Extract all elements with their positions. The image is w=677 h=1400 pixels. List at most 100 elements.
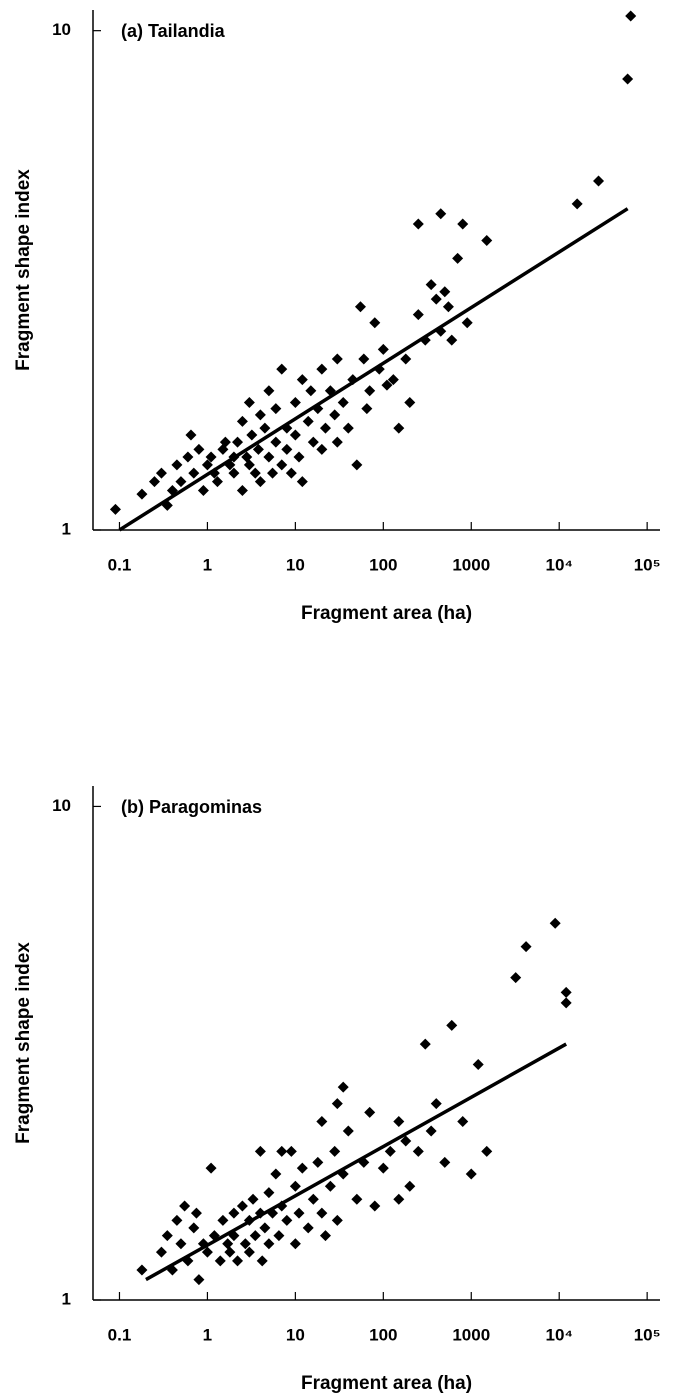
- data-point: [571, 198, 583, 210]
- data-point: [188, 467, 200, 479]
- data-point: [302, 1222, 314, 1234]
- data-point: [625, 10, 637, 22]
- data-point: [425, 279, 437, 291]
- data-point: [259, 1222, 271, 1234]
- data-point: [351, 459, 363, 471]
- x-axis-label: Fragment area (ha): [301, 603, 472, 624]
- data-point: [316, 1115, 328, 1127]
- data-point: [446, 334, 458, 346]
- data-point: [201, 1246, 213, 1258]
- y-tick-label: 1: [62, 519, 71, 538]
- data-point: [377, 343, 389, 355]
- y-axis-label: Fragment shape index: [13, 942, 34, 1144]
- data-point: [307, 1193, 319, 1205]
- data-point: [307, 436, 319, 448]
- x-tick-label: 1000: [452, 1325, 490, 1344]
- data-point: [412, 309, 424, 321]
- data-point: [393, 1193, 405, 1205]
- x-tick-label: 10: [286, 555, 305, 574]
- data-point: [319, 1230, 331, 1242]
- data-point: [296, 476, 308, 488]
- data-point: [510, 972, 522, 984]
- data-point: [358, 353, 370, 365]
- y-tick-label: 1: [62, 1289, 71, 1308]
- data-point: [263, 1187, 275, 1199]
- data-point: [171, 1214, 183, 1226]
- data-point: [364, 385, 376, 397]
- data-point: [185, 429, 197, 441]
- x-tick-label: 10⁴: [546, 1325, 573, 1344]
- data-point: [387, 374, 399, 386]
- data-point: [342, 1125, 354, 1137]
- data-point: [236, 1200, 248, 1212]
- data-point: [201, 459, 213, 471]
- y-axis-label: Fragment shape index: [13, 169, 34, 371]
- data-point: [419, 1038, 431, 1050]
- data-point: [354, 301, 366, 313]
- data-point: [247, 1193, 259, 1205]
- data-point: [175, 476, 187, 488]
- data-point: [254, 1145, 266, 1157]
- data-point: [457, 1115, 469, 1127]
- x-tick-label: 100: [369, 1325, 397, 1344]
- data-point: [549, 917, 561, 929]
- fit-line: [118, 207, 629, 532]
- data-point: [465, 1168, 477, 1180]
- data-point: [289, 1180, 301, 1192]
- data-point: [217, 1214, 229, 1226]
- x-tick-label: 10⁴: [546, 555, 573, 574]
- data-point: [364, 1106, 376, 1118]
- data-point: [342, 422, 354, 434]
- data-point: [273, 1230, 285, 1242]
- data-point: [520, 941, 532, 953]
- data-point: [249, 467, 261, 479]
- data-point: [312, 1156, 324, 1168]
- data-point: [293, 1207, 305, 1219]
- data-point: [560, 986, 572, 998]
- data-point: [197, 484, 209, 496]
- data-point: [446, 1019, 458, 1031]
- x-tick-label: 1: [203, 1325, 212, 1344]
- data-point: [270, 403, 282, 415]
- data-point: [270, 1168, 282, 1180]
- data-point: [254, 409, 266, 421]
- data-point: [400, 1135, 412, 1147]
- data-point: [296, 1162, 308, 1174]
- data-point: [430, 293, 442, 305]
- data-point: [243, 459, 255, 471]
- data-point: [430, 1098, 442, 1110]
- chart-panel: 0.1 1 10 100 1000 10⁴ 10⁵ 1 10 (b) Paragominas Fra…: [13, 786, 661, 1394]
- data-point: [254, 476, 266, 488]
- data-point: [276, 363, 288, 375]
- data-point: [452, 252, 464, 264]
- data-point: [316, 1207, 328, 1219]
- x-tick-label: 0.1: [108, 555, 132, 574]
- x-tick-label: 0.1: [108, 1325, 132, 1344]
- x-tick-label: 100: [369, 555, 397, 574]
- x-tick-label: 1000: [452, 555, 490, 574]
- data-point: [222, 1238, 234, 1250]
- data-point: [276, 459, 288, 471]
- data-point: [256, 1255, 268, 1267]
- data-point: [205, 1162, 217, 1174]
- data-point: [381, 379, 393, 391]
- data-point: [329, 1145, 341, 1157]
- data-point: [457, 218, 469, 230]
- data-point: [281, 1214, 293, 1226]
- data-point: [161, 1230, 173, 1242]
- data-point: [155, 1246, 167, 1258]
- data-point: [259, 422, 271, 434]
- data-point: [412, 218, 424, 230]
- data-point: [296, 374, 308, 386]
- data-point: [232, 1255, 244, 1267]
- data-point: [331, 436, 343, 448]
- data-point: [239, 1238, 251, 1250]
- data-point: [319, 422, 331, 434]
- data-point: [337, 397, 349, 409]
- data-point: [435, 208, 447, 220]
- data-point: [193, 443, 205, 455]
- data-point: [412, 1145, 424, 1157]
- data-point: [289, 429, 301, 441]
- data-point: [228, 467, 240, 479]
- data-point: [404, 397, 416, 409]
